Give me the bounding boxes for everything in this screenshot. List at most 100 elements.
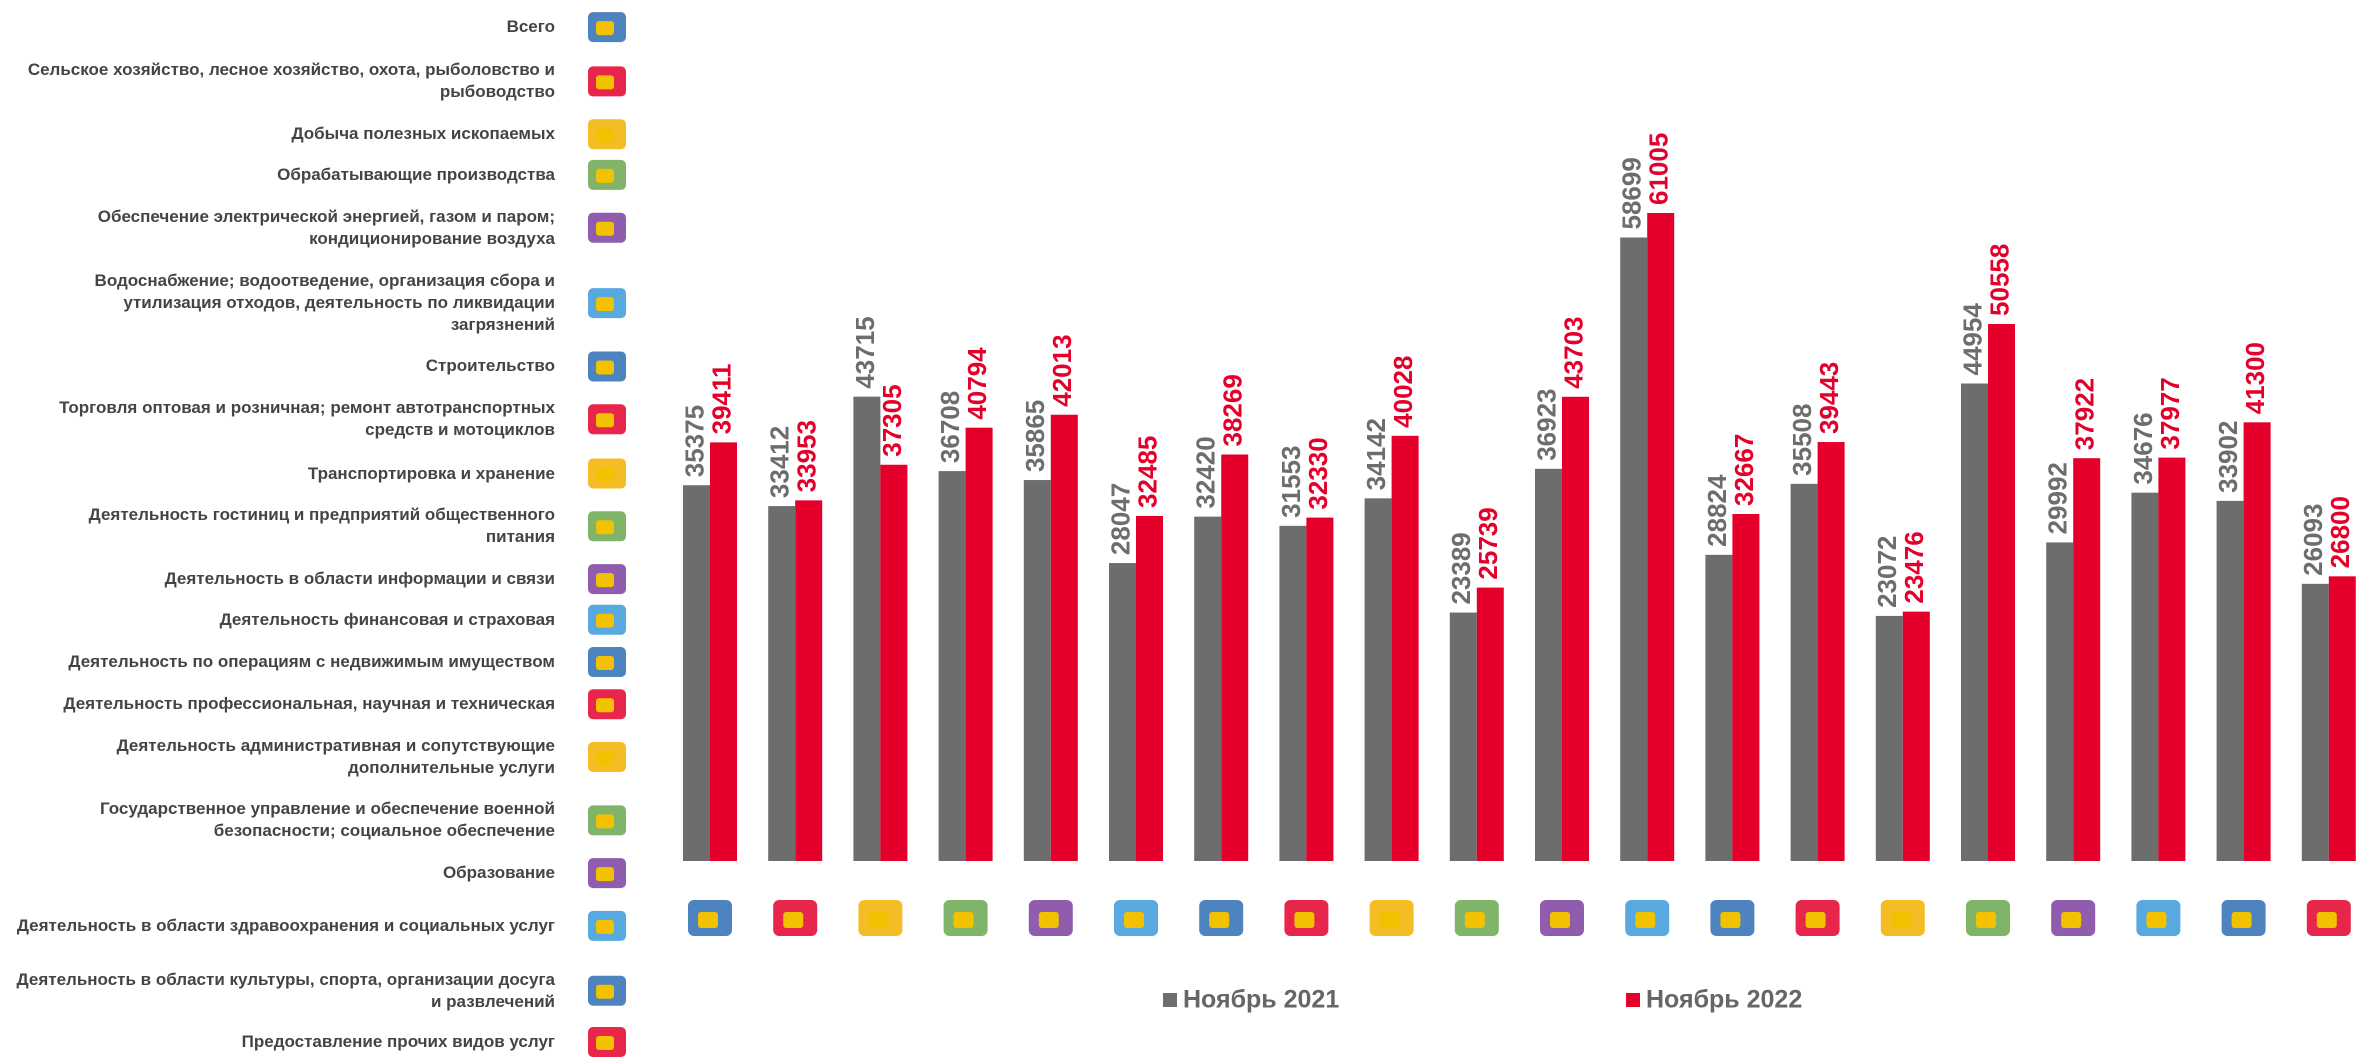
group-icon — [1465, 912, 1485, 928]
value-label: 33902 — [2213, 421, 2243, 493]
bar — [1732, 514, 1759, 861]
bar — [2244, 422, 2271, 861]
bar — [880, 465, 907, 861]
bar — [1051, 415, 1078, 861]
category-icon — [596, 222, 614, 236]
bar — [939, 471, 966, 861]
group-icon — [954, 912, 974, 928]
bar — [2329, 576, 2356, 861]
value-label: 58699 — [1617, 157, 1647, 229]
value-label: 34676 — [2128, 412, 2158, 484]
category-icon — [596, 814, 614, 828]
category-label: Деятельность в области культуры, спорта,… — [15, 969, 555, 1013]
category-icon — [596, 520, 614, 534]
bar — [795, 500, 822, 861]
category-label: Всего — [15, 16, 555, 38]
value-label: 35508 — [1787, 404, 1817, 476]
category-label: Деятельность по операциям с недвижимым и… — [15, 651, 555, 673]
value-label: 43715 — [850, 316, 880, 388]
group-icon — [2061, 912, 2081, 928]
group-icon — [1209, 912, 1229, 928]
bar — [1136, 516, 1163, 861]
value-label: 23389 — [1446, 532, 1476, 604]
bar — [2073, 458, 2100, 861]
category-label: Деятельность административная и сопутств… — [15, 735, 555, 779]
category-icon — [596, 169, 614, 183]
category-icon — [596, 468, 614, 482]
bar — [1818, 442, 1845, 861]
value-label: 23072 — [1872, 536, 1902, 608]
category-icon — [596, 1036, 614, 1050]
bar — [683, 485, 710, 861]
group-icon — [2232, 912, 2252, 928]
bar — [1535, 469, 1562, 861]
bar — [1791, 484, 1818, 861]
bar — [1961, 383, 1988, 861]
value-label: 32420 — [1191, 436, 1221, 508]
value-label: 28824 — [1702, 474, 1732, 547]
value-label: 38269 — [1218, 374, 1248, 446]
category-icon — [596, 985, 614, 999]
bar — [1705, 555, 1732, 861]
group-icon — [1039, 912, 1059, 928]
bar — [768, 506, 795, 861]
category-label: Предоставление прочих видов услуг — [15, 1031, 555, 1053]
bar — [1024, 480, 1051, 861]
group-icon — [1891, 912, 1911, 928]
category-label: Образование — [15, 862, 555, 884]
category-icon — [596, 297, 614, 311]
group-icon — [1380, 912, 1400, 928]
group-icon — [2146, 912, 2166, 928]
group-icon — [1124, 912, 1144, 928]
category-icon — [596, 360, 614, 374]
value-label: 31553 — [1276, 446, 1306, 518]
bar — [1988, 324, 2015, 861]
value-label: 40794 — [962, 347, 992, 420]
value-label: 44954 — [1957, 303, 1987, 376]
category-icon — [596, 413, 614, 427]
bar — [1903, 612, 1930, 861]
category-label: Обрабатывающие производства — [15, 164, 555, 186]
category-icon — [596, 656, 614, 670]
bar — [1562, 397, 1589, 861]
value-label: 40028 — [1388, 356, 1418, 428]
category-label: Строительство — [15, 355, 555, 377]
category-label: Водоснабжение; водоотведение, организаци… — [15, 270, 555, 336]
category-icon — [596, 920, 614, 934]
category-icon — [596, 614, 614, 628]
bar — [2217, 501, 2244, 861]
value-label: 37922 — [2070, 378, 2100, 450]
group-icon — [698, 912, 718, 928]
value-label: 37305 — [877, 384, 907, 456]
value-label: 37977 — [2155, 377, 2185, 449]
bar — [1392, 436, 1419, 861]
category-icon — [596, 698, 614, 712]
bar — [1306, 518, 1333, 861]
value-label: 32667 — [1729, 434, 1759, 506]
bar — [1477, 588, 1504, 861]
bar — [2302, 584, 2329, 861]
value-label: 28047 — [1105, 483, 1135, 555]
value-label: 26800 — [2325, 496, 2355, 568]
value-label: 23476 — [1899, 531, 1929, 603]
value-label: 32485 — [1132, 436, 1162, 508]
bar — [2158, 458, 2185, 861]
category-label: Деятельность в области информации и связ… — [15, 568, 555, 590]
category-label: Деятельность финансовая и страховая — [15, 609, 555, 631]
value-label: 29992 — [2043, 462, 2073, 534]
bar — [1450, 613, 1477, 861]
value-label: 36923 — [1531, 388, 1561, 460]
category-label: Сельское хозяйство, лесное хозяйство, ох… — [15, 59, 555, 103]
value-label: 36708 — [935, 391, 965, 463]
bar — [1620, 237, 1647, 861]
value-label: 43703 — [1558, 316, 1588, 388]
value-label: 33412 — [765, 426, 795, 498]
value-label: 35375 — [679, 405, 709, 477]
group-icon — [1976, 912, 1996, 928]
group-icon — [1720, 912, 1740, 928]
value-label: 35865 — [1020, 400, 1050, 472]
legend-swatch — [1626, 993, 1640, 1007]
value-label: 26093 — [2298, 504, 2328, 576]
category-label: Транспортировка и хранение — [15, 463, 555, 485]
value-label: 39411 — [706, 363, 736, 434]
